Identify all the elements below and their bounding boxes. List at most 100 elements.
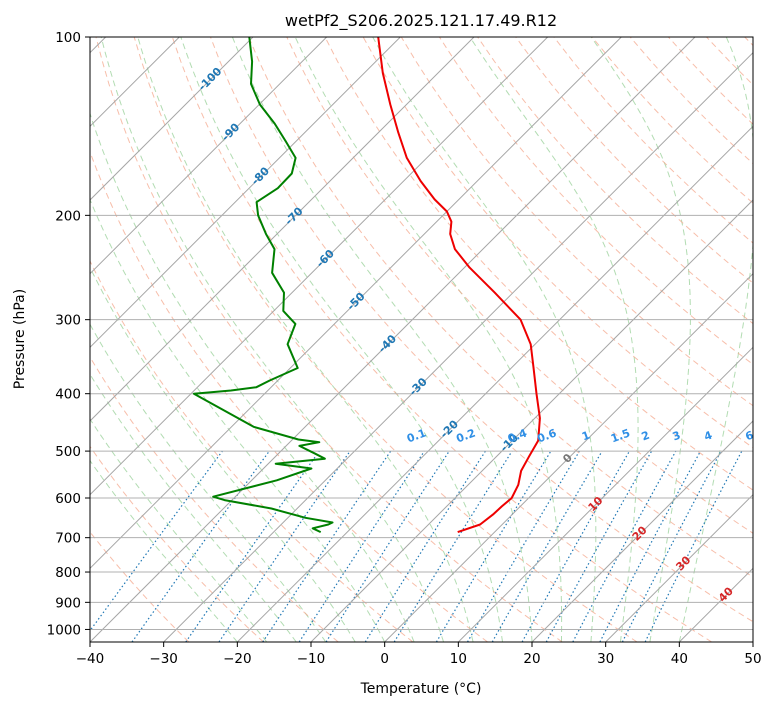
mixing-ratio-label: 0.4 <box>506 426 529 445</box>
dry-adiabat-line <box>90 259 414 642</box>
moist-adiabat-line <box>372 37 597 642</box>
moist-adiabat-line <box>90 198 386 642</box>
dry-adiabats <box>90 37 753 642</box>
y-axis-label: Pressure (hPa) <box>12 289 28 389</box>
y-tick-label: 200 <box>55 208 81 224</box>
mixing-ratio-label: 3 <box>671 429 683 444</box>
y-tick-label: 400 <box>55 387 81 403</box>
x-tick-label: 50 <box>744 651 761 667</box>
dry-adiabat-line <box>210 37 753 623</box>
y-tick-label: 500 <box>55 444 81 460</box>
chart-title: wetPf2_S206.2025.121.17.49.R12 <box>285 11 557 31</box>
mixing-ratio-line <box>393 450 513 642</box>
mixing-ratio-line <box>131 450 270 642</box>
moist-adiabat-line <box>90 111 415 642</box>
moist-adiabat-line <box>469 37 639 642</box>
y-tick-label: 100 <box>55 30 81 46</box>
isotherm-line <box>457 346 753 642</box>
isotherm-line <box>310 199 753 642</box>
dry-adiabat-line <box>90 356 339 642</box>
x-axis-ticks: −40 −30 −20 −10 0 10 20 30 40 50 <box>76 642 762 667</box>
dewpoint-profile <box>192 37 334 534</box>
mixing-ratio-label: 2 <box>640 429 652 444</box>
y-tick-label: 1000 <box>47 622 81 638</box>
x-tick-label: 30 <box>597 651 614 667</box>
mixing-ratio-lines <box>90 450 743 642</box>
dry-adiabat-line <box>95 37 563 642</box>
y-tick-label: 900 <box>55 595 81 611</box>
x-tick-label: 0 <box>380 651 389 667</box>
y-tick-label: 300 <box>55 313 81 329</box>
mixing-ratio-line <box>90 450 223 632</box>
dry-adiabat-line <box>248 37 753 578</box>
temperature-profile <box>377 37 541 534</box>
moist-adiabat-line <box>90 266 356 642</box>
x-tick-label: −30 <box>149 651 178 667</box>
x-tick-label: 20 <box>523 651 540 667</box>
mixing-ratio-line <box>572 450 677 642</box>
moist-adiabat-line <box>90 323 327 642</box>
mixing-ratio-line <box>644 450 743 642</box>
dry-adiabat-line <box>286 37 753 534</box>
mixing-ratio-line <box>185 450 320 642</box>
mixing-ratio-label: 6 <box>744 428 756 443</box>
x-tick-label: −10 <box>297 651 326 667</box>
mixing-ratio-label: 0.2 <box>454 427 477 446</box>
isotherms <box>90 37 753 642</box>
moist-adiabat-line <box>90 418 268 642</box>
plot-frame <box>89 36 754 643</box>
moist-adiabat-line <box>294 37 563 642</box>
mixing-ratio-label: 0.6 <box>535 426 558 445</box>
isotherm-line <box>163 51 753 642</box>
dry-adiabat-line <box>133 37 638 642</box>
moist-adiabat-line <box>678 37 753 642</box>
mixing-ratio-line <box>218 450 351 642</box>
isotherm-line <box>90 37 254 201</box>
moist-adiabats <box>90 37 753 642</box>
isotherm-line <box>90 37 401 349</box>
dry-adiabat-line <box>90 445 264 642</box>
y-tick-label: 700 <box>55 531 81 547</box>
dry-adiabat-line <box>515 37 753 284</box>
isotherm-line <box>90 37 696 642</box>
mixing-ratio-line <box>545 450 653 642</box>
isotherm-line <box>90 37 328 275</box>
mixing-ratio-line <box>521 450 631 642</box>
moist-adiabat-line <box>137 37 474 642</box>
x-tick-label: −40 <box>76 651 105 667</box>
mixing-ratio-label: 4 <box>702 428 714 443</box>
x-tick-label: 40 <box>671 651 688 667</box>
y-tick-label: 800 <box>55 565 81 581</box>
x-tick-label: −20 <box>223 651 252 667</box>
dry-adiabat-line <box>324 37 753 491</box>
isotherm-line <box>236 125 753 642</box>
y-axis-ticks: 1000 900 800 700 600 500 400 300 200 100 <box>47 30 90 638</box>
plot-area: -100-90-80-70-60-50-40-30-20-10010203040… <box>90 37 756 642</box>
isotherm-line <box>90 37 622 570</box>
mixing-ratio-line <box>325 450 450 642</box>
isotherm-line <box>605 493 753 642</box>
pressure-gridlines <box>90 37 753 630</box>
moist-adiabat-line <box>590 37 691 642</box>
mixing-ratio-line <box>298 450 425 642</box>
mixing-ratio-label: 0.1 <box>405 427 428 446</box>
dry-adiabat-line <box>171 37 712 642</box>
moist-adiabat-line <box>90 459 238 642</box>
sounding-profiles <box>192 37 541 534</box>
x-axis-label: Temperature (°C) <box>360 681 482 697</box>
moist-adiabat-line <box>90 373 297 642</box>
isotherm-line <box>90 37 549 496</box>
y-tick-label: 600 <box>55 491 81 507</box>
mixing-ratio-label: 1.5 <box>609 427 632 446</box>
isotherm-line <box>384 272 753 642</box>
moist-adiabat-line <box>100 37 445 642</box>
isotherm-line <box>90 37 475 422</box>
moist-adiabat-line <box>231 37 533 642</box>
moist-adiabat-line <box>180 37 503 642</box>
mixing-ratio-line <box>262 450 392 642</box>
isotherm-line <box>531 420 753 642</box>
mixing-ratio-label: 1 <box>580 429 592 444</box>
x-tick-label: 10 <box>450 651 467 667</box>
